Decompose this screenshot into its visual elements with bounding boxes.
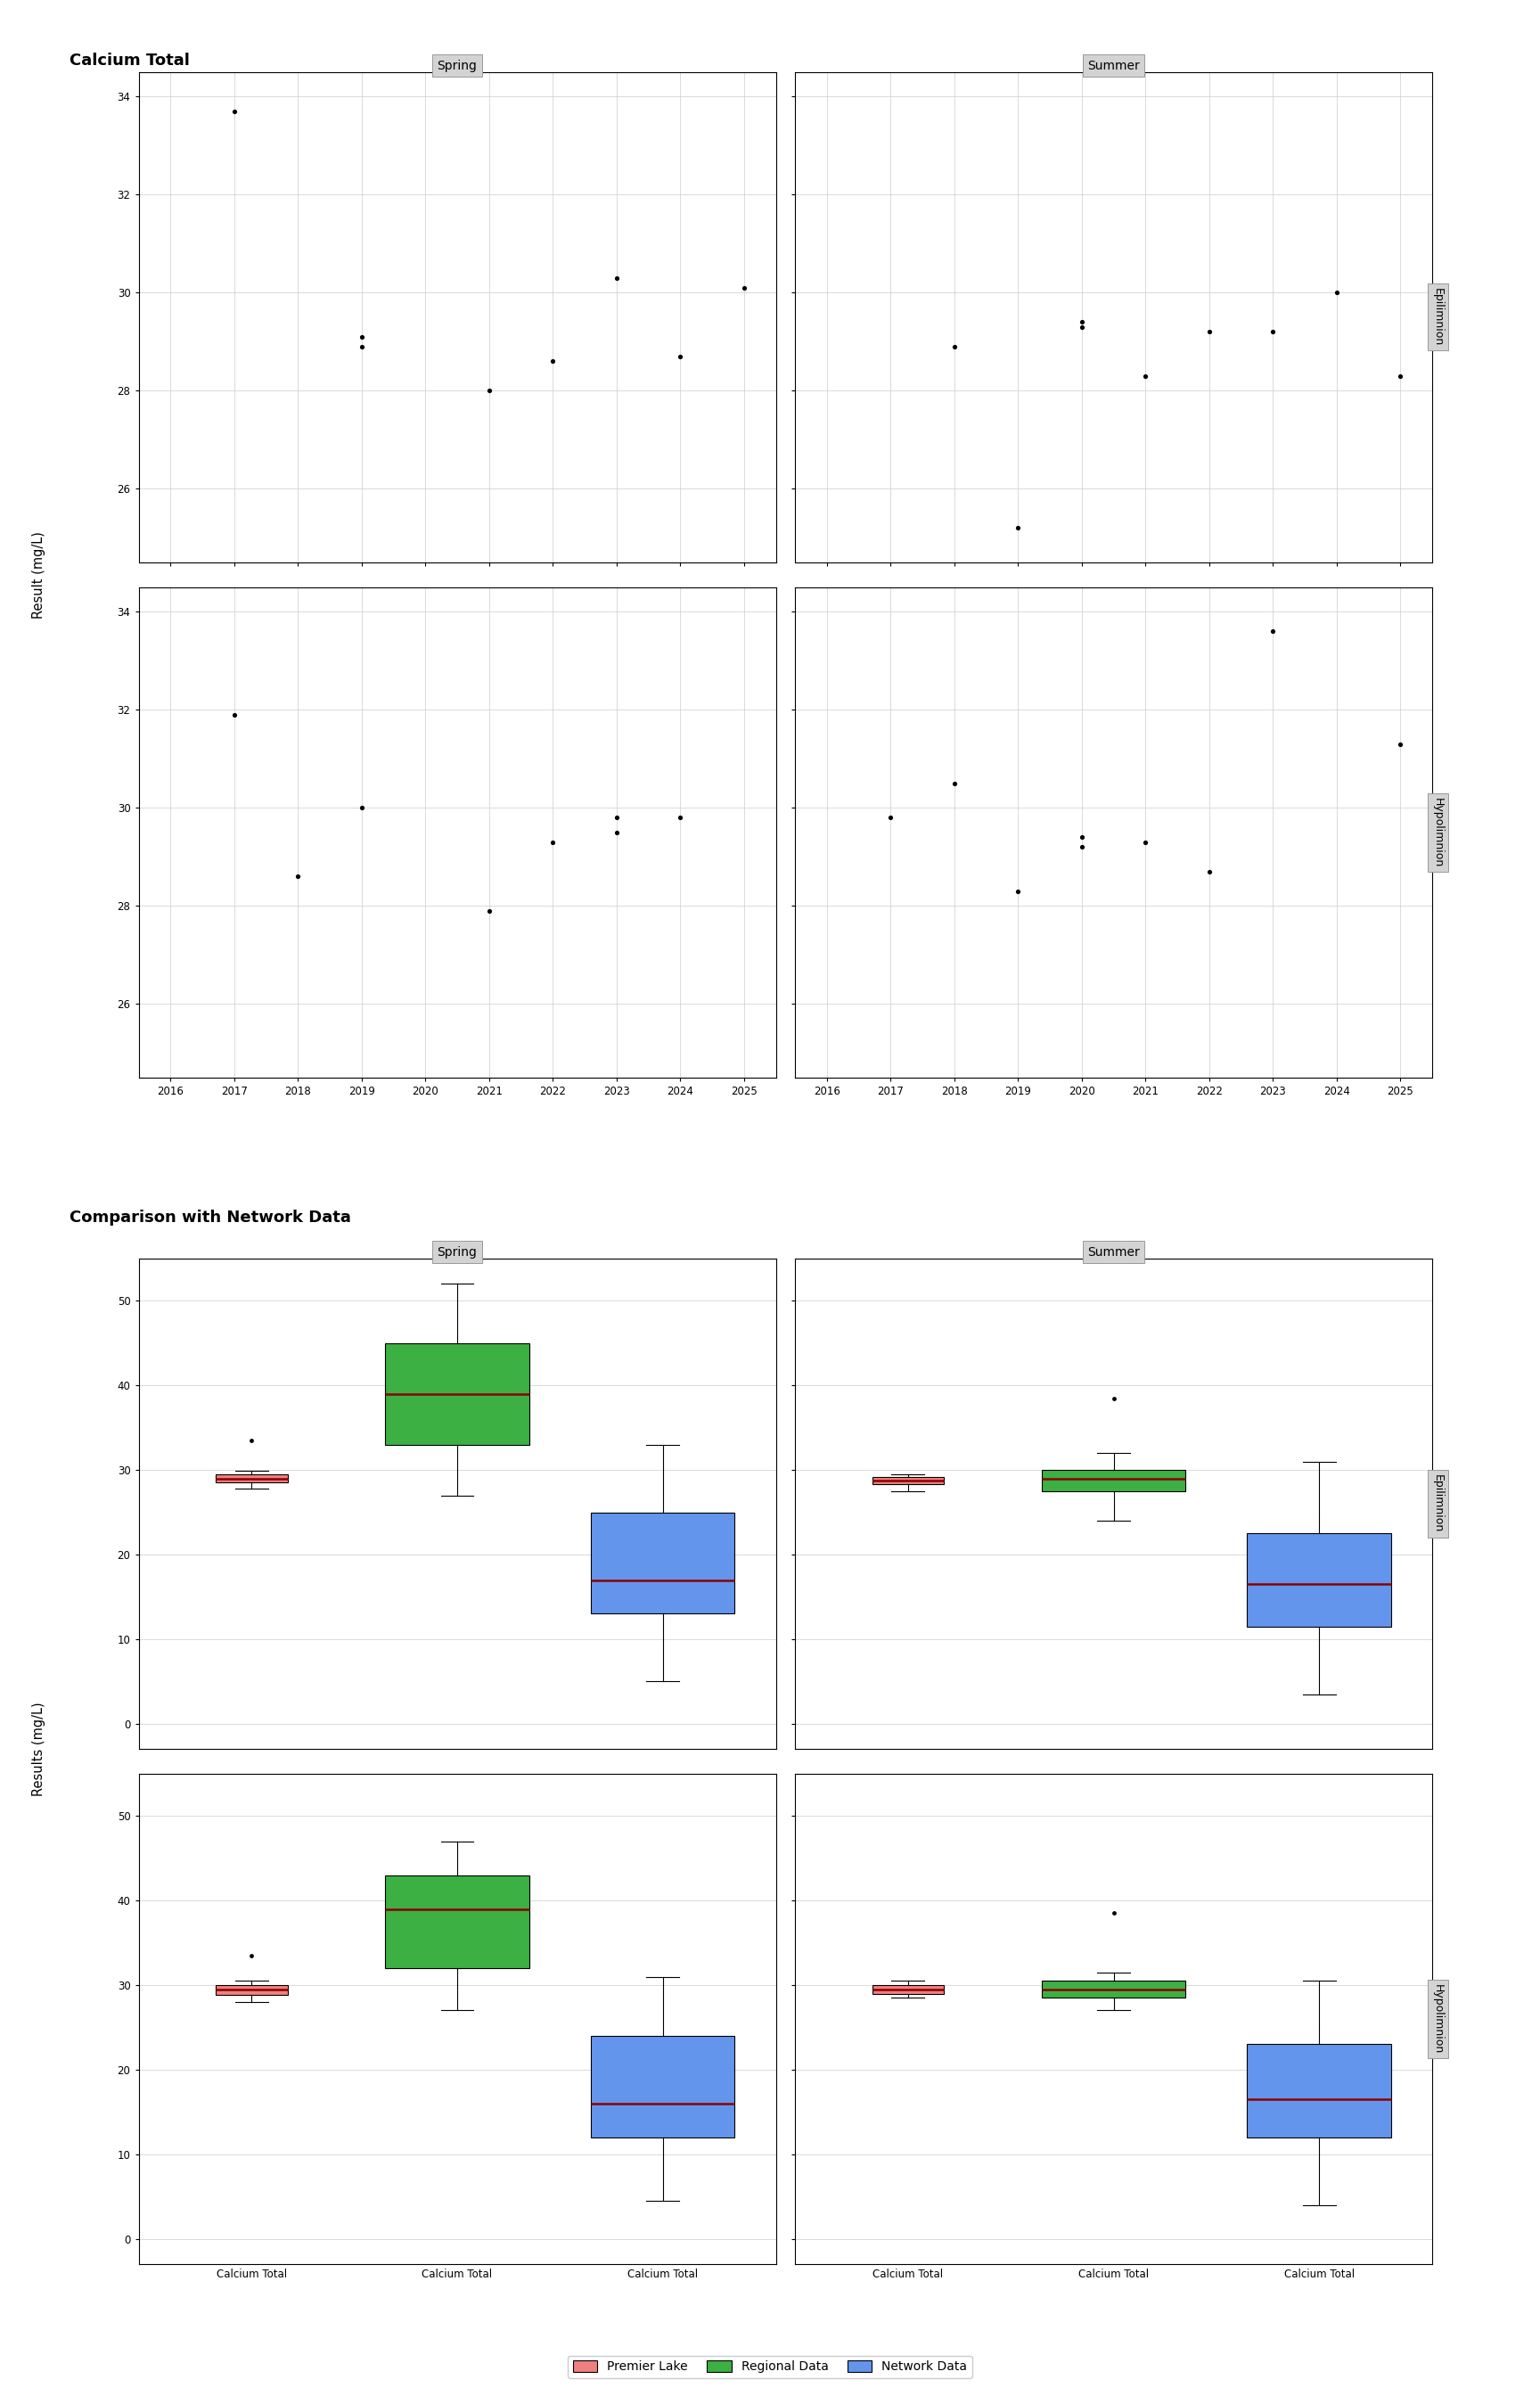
Text: Hypolimnion: Hypolimnion — [1432, 1984, 1445, 2053]
Point — [1069, 817, 1093, 855]
Point — [668, 338, 693, 376]
Point — [222, 91, 246, 129]
Point — [1069, 307, 1093, 345]
Text: Epilimnion: Epilimnion — [1432, 288, 1445, 347]
Point — [285, 858, 310, 896]
Point — [477, 371, 502, 410]
Bar — [216, 1986, 288, 1996]
Point — [668, 798, 693, 836]
Text: Comparison with Network Data: Comparison with Network Data — [69, 1210, 351, 1227]
Point — [1069, 827, 1093, 865]
Point — [604, 259, 628, 297]
Point — [604, 798, 628, 836]
Bar — [591, 2037, 735, 2137]
Bar — [385, 1344, 530, 1445]
Point — [350, 319, 374, 357]
Point — [239, 1936, 263, 1974]
Point — [1133, 357, 1158, 395]
Text: Summer: Summer — [1087, 60, 1140, 72]
Point — [1101, 1895, 1126, 1934]
Point — [1324, 273, 1349, 311]
Point — [1261, 314, 1286, 352]
Point — [732, 268, 756, 307]
Point — [222, 695, 246, 733]
Point — [541, 822, 565, 860]
Text: Spring: Spring — [437, 1246, 477, 1258]
Text: Result (mg/L): Result (mg/L) — [32, 532, 45, 618]
Text: Hypolimnion: Hypolimnion — [1432, 798, 1445, 867]
Text: Results (mg/L): Results (mg/L) — [32, 1701, 45, 1797]
Bar — [1247, 1533, 1391, 1627]
Point — [1006, 872, 1030, 910]
Point — [1069, 302, 1093, 340]
Point — [541, 343, 565, 381]
Point — [604, 812, 628, 851]
Text: Epilimnion: Epilimnion — [1432, 1476, 1445, 1533]
Bar — [591, 1512, 735, 1615]
Point — [239, 1421, 263, 1459]
Point — [1197, 314, 1221, 352]
Text: Spring: Spring — [437, 60, 477, 72]
Point — [350, 788, 374, 827]
Point — [350, 328, 374, 367]
Bar — [872, 1476, 944, 1486]
Point — [477, 891, 502, 930]
Text: Calcium Total: Calcium Total — [69, 53, 189, 69]
Point — [1133, 822, 1158, 860]
Point — [1261, 611, 1286, 649]
Bar — [872, 1986, 944, 1993]
Point — [1006, 508, 1030, 546]
Point — [942, 328, 967, 367]
Text: Summer: Summer — [1087, 1246, 1140, 1258]
Point — [1101, 1380, 1126, 1418]
Bar — [1247, 2044, 1391, 2137]
Bar — [1041, 1981, 1186, 1998]
Bar — [385, 1876, 530, 1967]
Point — [1388, 724, 1412, 762]
Point — [942, 764, 967, 803]
Point — [878, 798, 902, 836]
Legend: Premier Lake, Regional Data, Network Data: Premier Lake, Regional Data, Network Dat… — [568, 2355, 972, 2377]
Bar — [1041, 1471, 1186, 1490]
Point — [1388, 357, 1412, 395]
Bar — [216, 1474, 288, 1483]
Point — [1197, 853, 1221, 891]
